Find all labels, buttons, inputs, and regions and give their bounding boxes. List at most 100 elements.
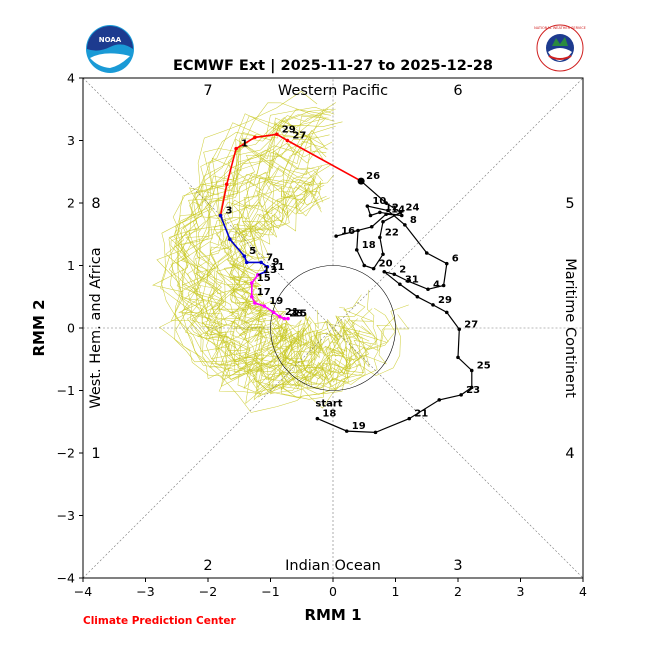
- series-point: [249, 294, 254, 299]
- series-point: [407, 416, 412, 421]
- ensemble-member-line: [229, 174, 335, 347]
- series-point: [334, 234, 338, 238]
- ensemble-member-line: [226, 187, 351, 351]
- y-tick-label: 2: [67, 196, 75, 211]
- series-point: [415, 294, 420, 299]
- series-point: [441, 283, 446, 288]
- ensemble-member-line: [159, 102, 410, 413]
- point-label: 18: [362, 240, 376, 251]
- point-label: 16: [341, 226, 355, 237]
- point-label: 27: [292, 131, 306, 142]
- phase-label-3: 3: [453, 558, 462, 574]
- series-point: [426, 287, 430, 292]
- series-point: [218, 213, 223, 218]
- y-tick-label: 1: [67, 258, 75, 273]
- point-label: 2: [399, 264, 406, 275]
- point-label: 10: [372, 196, 386, 207]
- ensemble-member-line: [224, 166, 336, 367]
- series-point: [469, 385, 474, 390]
- series-point: [398, 210, 403, 215]
- y-tick-label: −1: [57, 383, 75, 398]
- series-point: [344, 429, 349, 433]
- series-point: [399, 213, 404, 218]
- ensemble-member-line: [180, 132, 360, 387]
- series-point: [362, 263, 367, 268]
- ensemble-member-line: [168, 102, 352, 398]
- series-point: [469, 368, 474, 373]
- y-tick-label: −4: [57, 571, 75, 586]
- series-point: [253, 301, 257, 305]
- phase-label-8: 8: [91, 196, 100, 212]
- x-tick-label: 1: [392, 584, 400, 599]
- region-left: West. Hem. and Africa: [88, 247, 104, 408]
- x-tick-label: −1: [261, 584, 279, 599]
- point-label: 23: [466, 385, 480, 396]
- series-point: [285, 138, 290, 143]
- point-label: 19: [269, 296, 283, 307]
- x-tick-label: −4: [74, 584, 92, 599]
- series-point: [392, 272, 397, 277]
- series-point: [369, 224, 374, 229]
- ensemble-member-line: [173, 108, 350, 394]
- y-tick-label: 3: [67, 133, 75, 148]
- series-point: [356, 228, 360, 233]
- ensemble-member-line: [170, 109, 409, 409]
- series-point: [459, 393, 463, 397]
- series-point: [244, 260, 249, 265]
- nws-logo: NATIONAL WEATHER SERVICE: [534, 24, 586, 72]
- series-point: [373, 430, 378, 435]
- phase-label-4: 4: [565, 446, 574, 462]
- series-point: [378, 235, 382, 240]
- series-point: [354, 248, 359, 252]
- series-point: [263, 269, 268, 274]
- point-label: 24: [406, 202, 420, 213]
- series-point: [424, 251, 429, 255]
- series-point: [386, 208, 390, 213]
- series-point: [259, 260, 263, 265]
- series-point: [406, 279, 410, 283]
- series-point: [286, 316, 290, 321]
- series-point: [381, 219, 385, 224]
- series-point: [253, 135, 257, 140]
- series-point: [398, 282, 402, 287]
- series-point: [444, 261, 449, 266]
- point-label: 3: [226, 206, 233, 217]
- series-point: [382, 269, 387, 274]
- ensemble-member-line: [209, 159, 372, 381]
- point-label: 21: [414, 409, 428, 420]
- series-point: [378, 210, 382, 215]
- series-point: [278, 314, 282, 319]
- point-label: 22: [385, 227, 399, 238]
- footer-credit: Climate Prediction Center: [83, 615, 236, 627]
- point-label: 29: [438, 295, 452, 306]
- series-point: [368, 213, 373, 218]
- series-point: [365, 204, 370, 208]
- point-label: 21: [285, 307, 299, 318]
- point-label: 31: [405, 274, 419, 285]
- nws-logo-text: NATIONAL WEATHER SERVICE: [534, 26, 586, 30]
- ensemble-member-line: [181, 125, 390, 388]
- ensemble-member-line: [195, 140, 386, 389]
- y-tick-label: −2: [57, 446, 75, 461]
- diagonal-guide-2: [82, 77, 584, 579]
- point-label: 26: [366, 171, 380, 182]
- y-tick-label: −3: [57, 508, 75, 523]
- phase-label-2: 2: [203, 558, 212, 574]
- phase-label-7: 7: [203, 83, 212, 99]
- series-point: [271, 310, 276, 315]
- point-label: 27: [464, 319, 478, 330]
- point-label: 17: [257, 287, 271, 298]
- point-label: 9: [272, 257, 279, 268]
- ensemble-member-line: [182, 129, 347, 373]
- unit-circle: [270, 265, 396, 391]
- point-label: 14: [391, 204, 405, 215]
- series-point: [265, 264, 270, 269]
- point-label: 29: [282, 124, 296, 135]
- point-label: 4: [433, 279, 440, 290]
- series-point: [371, 266, 376, 271]
- x-tick-label: 4: [579, 584, 587, 599]
- ensemble-member-line: [229, 182, 366, 360]
- series-point: [242, 254, 247, 258]
